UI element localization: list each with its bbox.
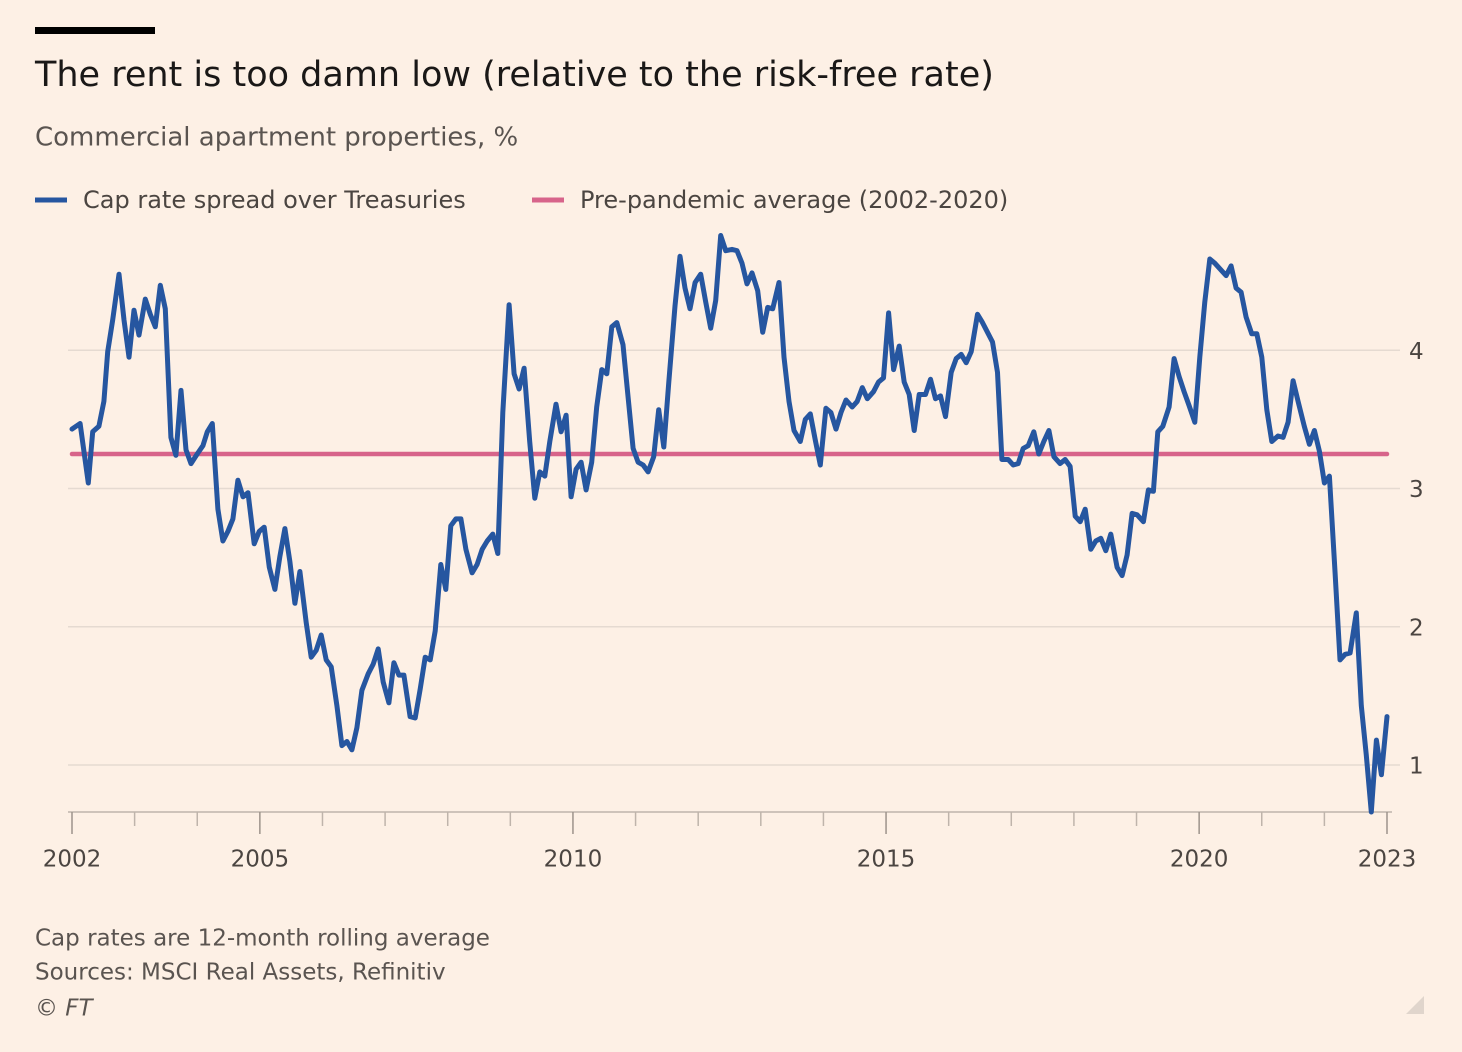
legend-label: Pre-pandemic average (2002-2020) (580, 186, 1008, 214)
x-tick-label: 2020 (1170, 847, 1229, 873)
legend-label: Cap rate spread over Treasuries (83, 186, 466, 214)
chart-title: The rent is too damn low (relative to th… (34, 55, 994, 95)
top-bar (35, 27, 155, 34)
note: Cap rates are 12-month rolling average (35, 926, 490, 952)
y-tick-label: 4 (1409, 339, 1424, 365)
series-line (69, 233, 1390, 815)
x-tick-label: 2023 (1358, 847, 1417, 873)
x-tick-label: 2002 (43, 847, 102, 873)
resize-icon (1406, 996, 1424, 1014)
x-tick-label: 2005 (231, 847, 290, 873)
y-tick-label: 1 (1409, 753, 1424, 779)
y-tick-label: 2 (1409, 615, 1424, 641)
chart-subtitle: Commercial apartment properties, % (35, 123, 518, 153)
x-tick-label: 2010 (544, 847, 603, 873)
copyright: © FT (35, 996, 95, 1022)
x-tick-label: 2015 (857, 847, 916, 873)
y-tick-label: 3 (1409, 477, 1424, 503)
source: Sources: MSCI Real Assets, Refinitiv (35, 960, 446, 986)
